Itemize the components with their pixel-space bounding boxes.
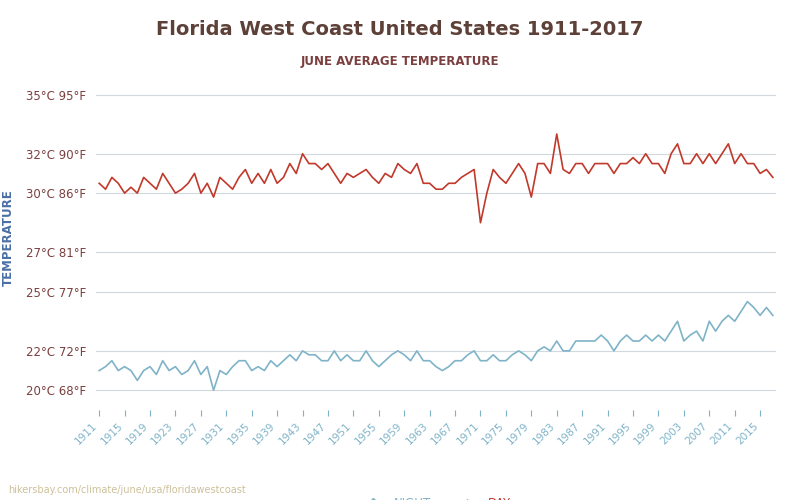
Y-axis label: TEMPERATURE: TEMPERATURE (2, 189, 14, 286)
Text: JUNE AVERAGE TEMPERATURE: JUNE AVERAGE TEMPERATURE (301, 55, 499, 68)
Text: Florida West Coast United States 1911-2017: Florida West Coast United States 1911-20… (156, 20, 644, 39)
Legend: NIGHT, DAY: NIGHT, DAY (356, 492, 516, 500)
Text: hikersbay.com/climate/june/usa/floridawestcoast: hikersbay.com/climate/june/usa/floridawe… (8, 485, 246, 495)
